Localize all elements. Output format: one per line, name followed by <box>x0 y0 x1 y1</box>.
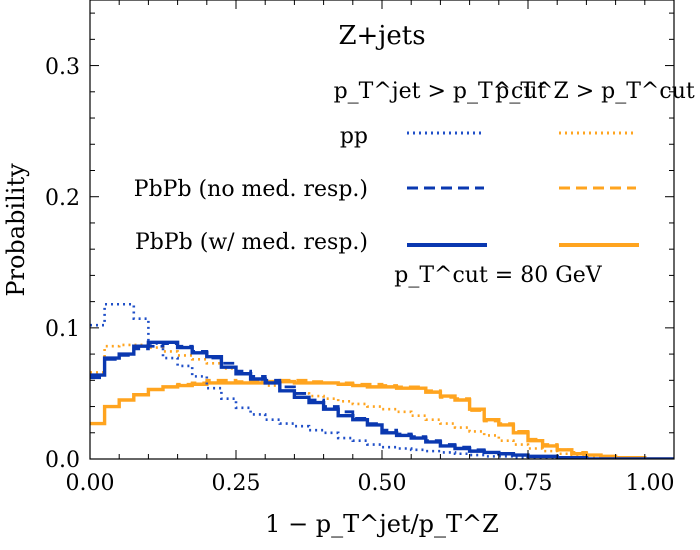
legend-col-header-jet: p_T^jet > p_T^cut <box>334 79 547 104</box>
y-tick-label-0: 0.0 <box>45 448 80 473</box>
x-axis-label: 1 − p_T^jet/p_T^Z <box>265 510 499 538</box>
legend-row-label-pp: pp <box>340 124 368 149</box>
series-line-5 <box>90 379 674 459</box>
legend-row-label-pbpb-no-resp: PbPb (no med. resp.) <box>134 177 368 202</box>
legend: p_T^jet > p_T^cut p_T^Z > p_T^cut pp PbP… <box>134 79 695 288</box>
series-line-1 <box>90 342 674 459</box>
legend-note: p_T^cut = 80 GeV <box>394 263 603 288</box>
y-axis-label: Probability <box>2 163 30 297</box>
series-line-4 <box>90 378 674 459</box>
x-tick-label-3: 0.75 <box>504 471 553 496</box>
ticks-layer <box>89 0 675 460</box>
chart-title: Z+jets <box>338 21 425 51</box>
x-tick-label-2: 0.50 <box>358 471 407 496</box>
y-tick-labels: 0.0 0.1 0.2 0.3 <box>45 55 80 473</box>
series-line-0 <box>90 302 674 459</box>
x-tick-label-1: 0.25 <box>212 471 261 496</box>
legend-row-label-pbpb-w-resp: PbPb (w/ med. resp.) <box>135 230 368 255</box>
y-tick-label-2: 0.2 <box>45 186 80 211</box>
series-layer <box>90 302 674 459</box>
series-line-2 <box>90 340 674 459</box>
x-tick-label-0: 0.00 <box>66 471 115 496</box>
y-tick-label-3: 0.3 <box>45 55 80 80</box>
x-tick-label-4: 1.00 <box>626 471 675 496</box>
y-tick-label-1: 0.1 <box>45 317 80 342</box>
legend-col-header-z: p_T^Z > p_T^cut <box>495 79 695 104</box>
x-tick-labels: 0.00 0.25 0.50 0.75 1.00 <box>66 471 675 496</box>
series-line-3 <box>90 343 674 459</box>
